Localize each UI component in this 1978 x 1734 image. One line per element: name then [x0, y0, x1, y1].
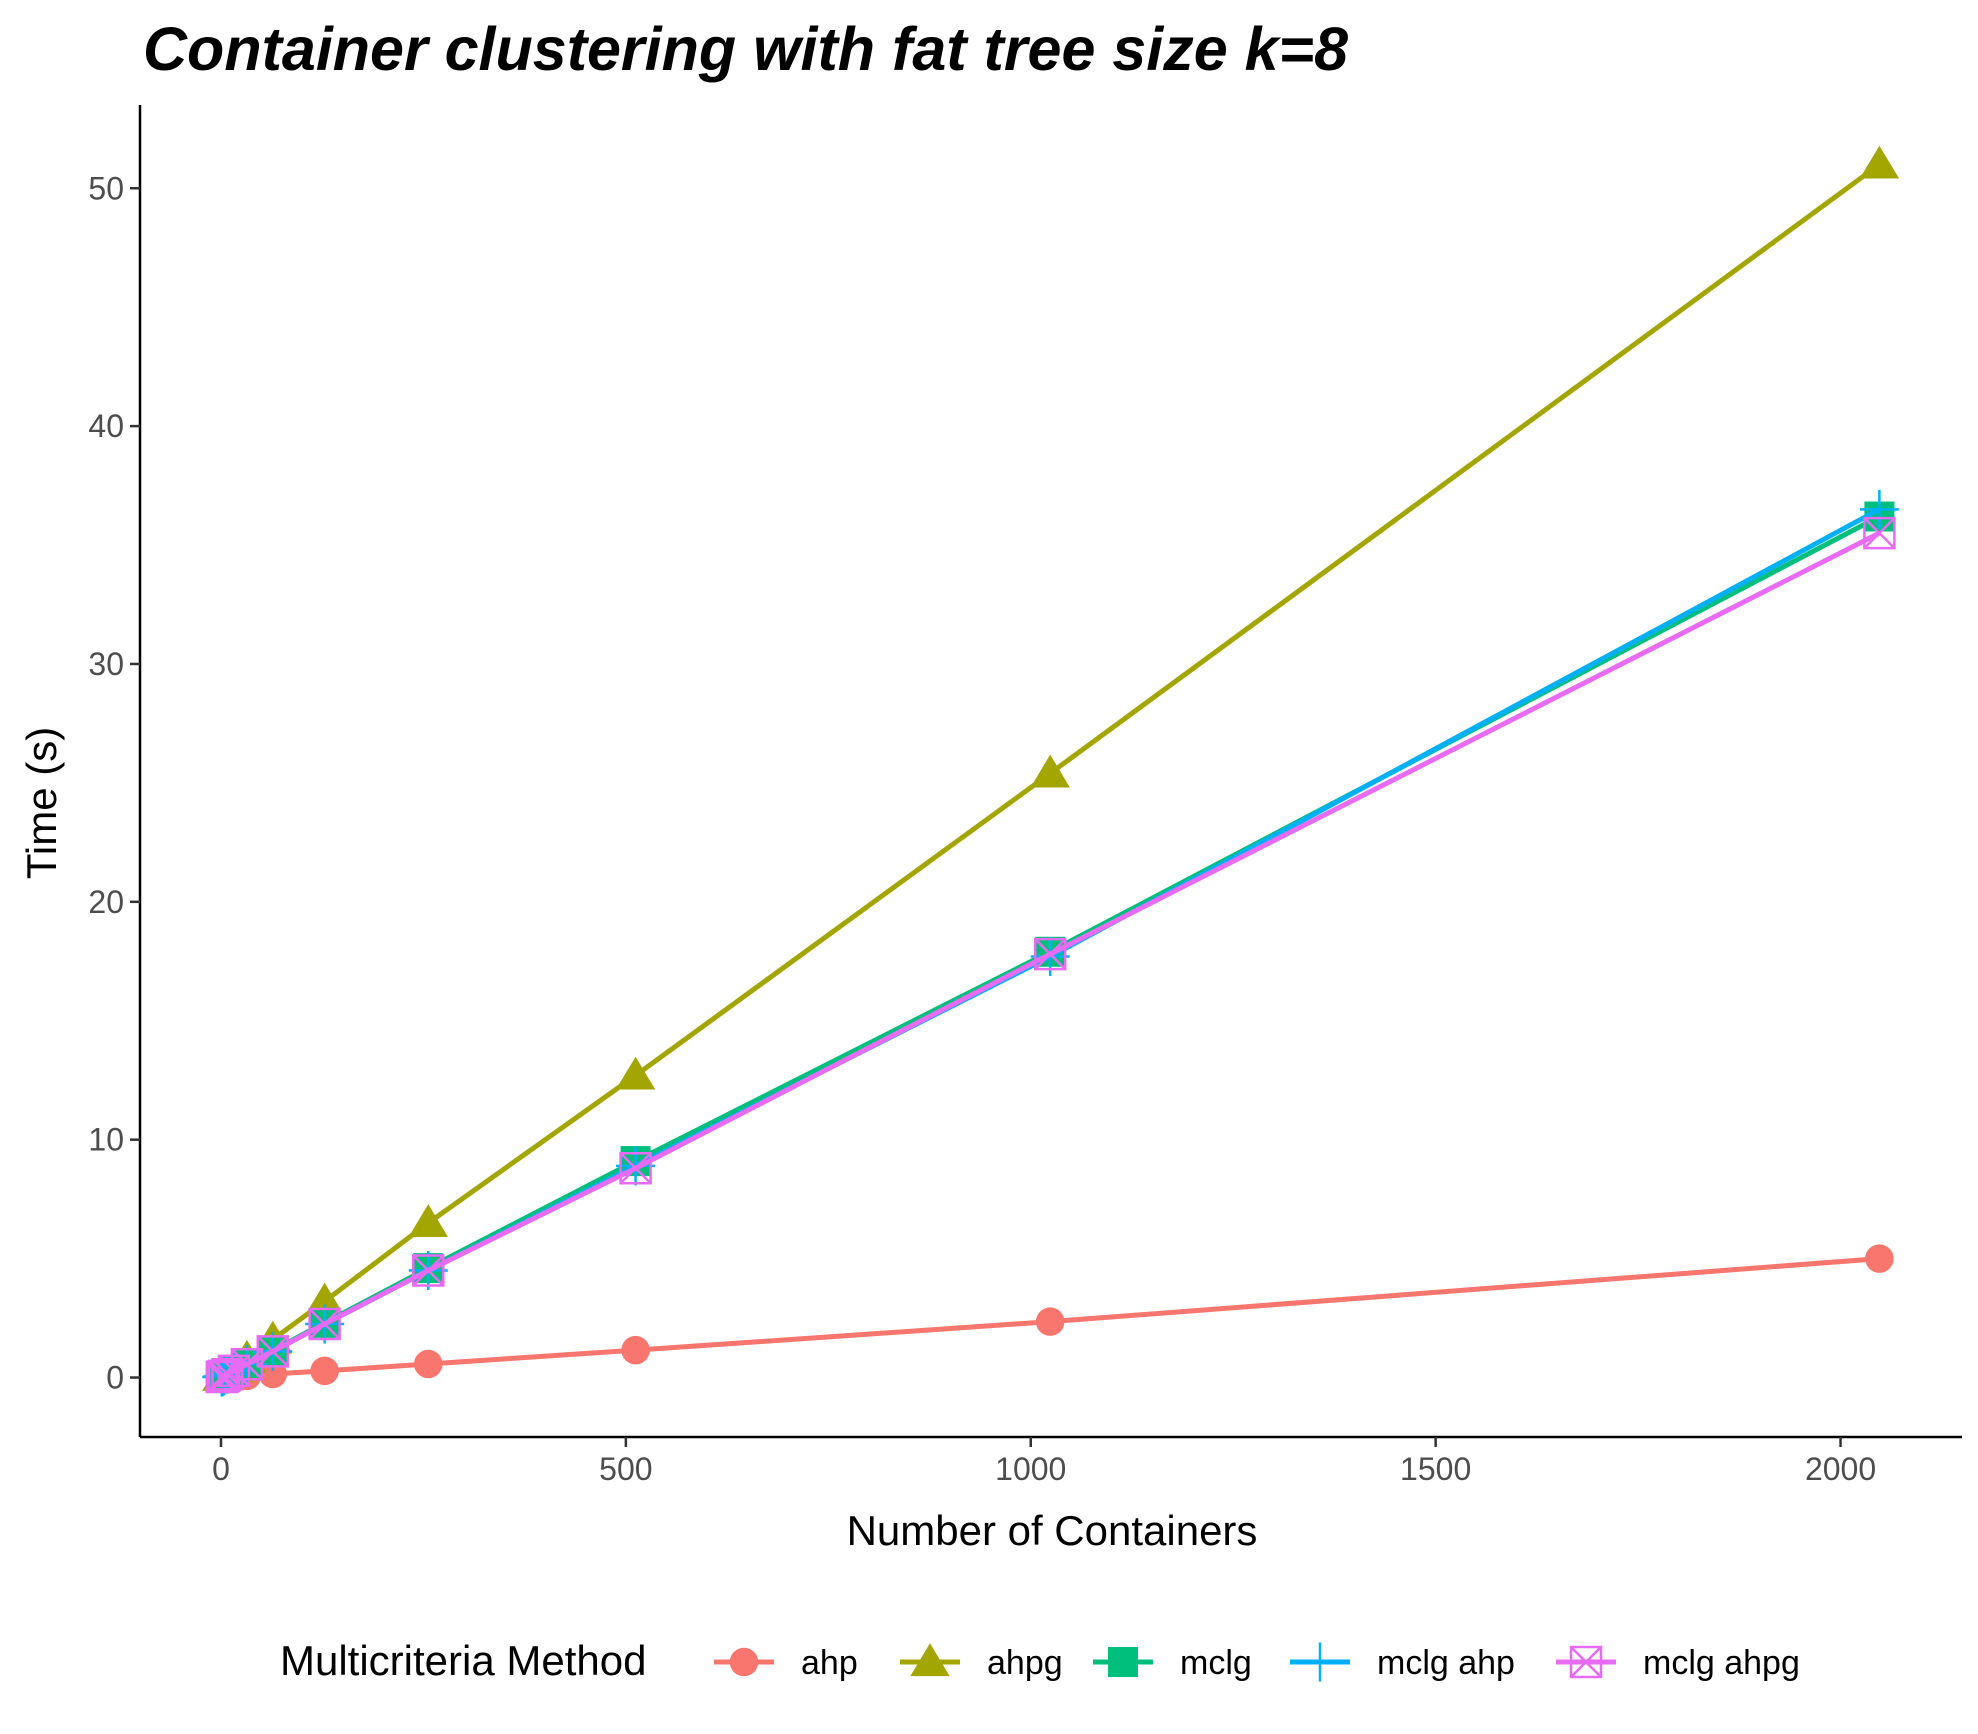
legend-items: ahp ahpg mclg mclg ahp mclg ahpg — [714, 1642, 1800, 1682]
x-tick-label: 1000 — [995, 1451, 1066, 1487]
y-tick-label: 30 — [88, 646, 124, 682]
legend-label: mclg — [1180, 1644, 1252, 1682]
legend-label: mclg ahp — [1377, 1644, 1515, 1682]
legend-key-marker — [729, 1647, 759, 1677]
axes: 0 500 1000 1500 2000 0 10 20 30 40 50 — [88, 105, 1962, 1487]
x-axis-title: Number of Containers — [847, 1507, 1258, 1554]
y-tick-label: 10 — [88, 1122, 124, 1158]
series-ahpg — [202, 145, 1900, 1391]
legend-key-marker — [1108, 1647, 1138, 1677]
data-point — [615, 1056, 656, 1090]
legend-label: mclg ahpg — [1643, 1644, 1800, 1682]
data-point — [1863, 516, 1896, 550]
data-point — [619, 1151, 652, 1185]
data-point — [1035, 1307, 1065, 1336]
data-point — [412, 1254, 445, 1287]
chart-title: Container clustering with fat tree size … — [143, 15, 1348, 83]
x-tick-label: 2000 — [1805, 1451, 1876, 1487]
legend-label: ahp — [801, 1644, 858, 1682]
data-point — [414, 1349, 443, 1379]
legend-key-marker — [1300, 1642, 1340, 1682]
data-point — [310, 1356, 339, 1386]
y-tick-label: 50 — [88, 170, 124, 206]
legend-item-mclg: mclg — [1093, 1644, 1252, 1682]
legend-label: ahpg — [987, 1644, 1063, 1682]
data-point — [304, 1282, 345, 1316]
legend-item-ahpg: ahpg — [900, 1643, 1063, 1682]
legend-key-marker — [910, 1643, 950, 1677]
series-ahp — [207, 1244, 1894, 1392]
data-point — [621, 1335, 650, 1365]
series-mclg-ahp — [202, 489, 1899, 1397]
plot-area — [202, 145, 1900, 1397]
data-point — [1859, 145, 1900, 179]
legend-item-mclg-ahpg: mclg ahpg — [1556, 1644, 1800, 1682]
legend-item-ahp: ahp — [714, 1644, 858, 1682]
y-tick-label: 40 — [88, 408, 124, 444]
legend: Multicriteria Method ahp ahpg mclg mclg ahp… — [280, 1637, 1800, 1684]
legend-title: Multicriteria Method — [280, 1637, 646, 1684]
data-point — [256, 1335, 290, 1368]
data-point — [408, 1204, 448, 1237]
series-mclg-ahpg — [205, 516, 1896, 1394]
x-tick-label: 500 — [599, 1451, 652, 1487]
data-point — [1865, 1244, 1894, 1273]
data-point — [1030, 754, 1070, 788]
legend-item-mclg-ahp: mclg ahp — [1290, 1642, 1515, 1682]
y-tick-label: 20 — [88, 884, 124, 920]
legend-key-marker — [1569, 1645, 1603, 1679]
data-point — [1859, 489, 1899, 529]
y-tick-label: 0 — [106, 1360, 124, 1396]
data-point — [308, 1307, 341, 1341]
data-point — [1033, 937, 1067, 971]
x-tick-label: 0 — [212, 1451, 230, 1487]
x-tick-label: 1500 — [1400, 1451, 1471, 1487]
y-axis-title: Time (s) — [18, 727, 65, 879]
